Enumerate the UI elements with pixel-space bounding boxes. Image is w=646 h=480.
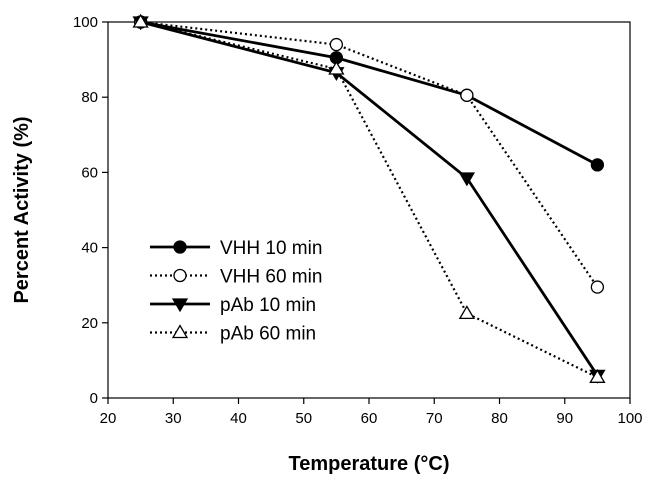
data-point: [329, 37, 344, 52]
x-tick-label: 60: [361, 410, 378, 427]
y-axis-title: Percent Activity (%): [11, 116, 33, 303]
x-tick-label: 30: [165, 410, 182, 427]
series-1: [133, 15, 605, 294]
data-point: [132, 13, 149, 28]
data-point: [589, 369, 606, 383]
y-tick-label: 60: [81, 164, 98, 181]
data-point: [590, 280, 605, 294]
legend: VHH 10 min VHH 60 min pAb 10 min pAb 60 min: [150, 238, 322, 345]
x-tick-label: 20: [100, 410, 117, 427]
x-tick-label: 100: [617, 410, 642, 427]
legend-marker: [173, 268, 187, 283]
legend-item: VHH 60 min: [150, 267, 322, 288]
y-tick-label: 100: [73, 14, 98, 31]
series-line: [140, 20, 598, 379]
y-tick-label: 40: [81, 240, 98, 257]
legend-label: VHH 60 min: [220, 267, 322, 288]
legend-label: pAb 60 min: [220, 324, 316, 345]
data-point: [460, 88, 474, 102]
x-tick-label: 50: [295, 410, 312, 427]
plot-frame: [107, 21, 631, 399]
series-3: [132, 13, 606, 383]
series-line: [140, 20, 599, 167]
legend-marker: [171, 324, 189, 339]
data-point: [328, 60, 345, 75]
series-layer: [132, 13, 606, 384]
legend-item: pAb 10 min: [150, 295, 316, 316]
series-2: [132, 16, 606, 384]
y-tick-label: 80: [81, 89, 98, 106]
legend-item: pAb 60 min: [150, 324, 316, 345]
legend-marker: [173, 240, 187, 254]
data-point: [458, 305, 476, 320]
legend-item: VHH 10 min: [150, 238, 322, 259]
y-tick-label: 0: [90, 390, 98, 407]
series-line: [140, 20, 599, 377]
data-point: [458, 172, 476, 187]
legend-label: VHH 10 min: [220, 238, 322, 259]
x-tick-label: 80: [491, 410, 508, 427]
legend-marker: [171, 298, 189, 313]
x-tick-label: 40: [230, 410, 247, 427]
x-tick-label: 70: [426, 410, 443, 427]
data-point: [590, 158, 605, 172]
x-axis-title: Temperature (°C): [289, 453, 450, 475]
y-tick-label: 20: [81, 315, 98, 332]
x-tick-label: 90: [556, 410, 573, 427]
legend-label: pAb 10 min: [220, 295, 316, 316]
